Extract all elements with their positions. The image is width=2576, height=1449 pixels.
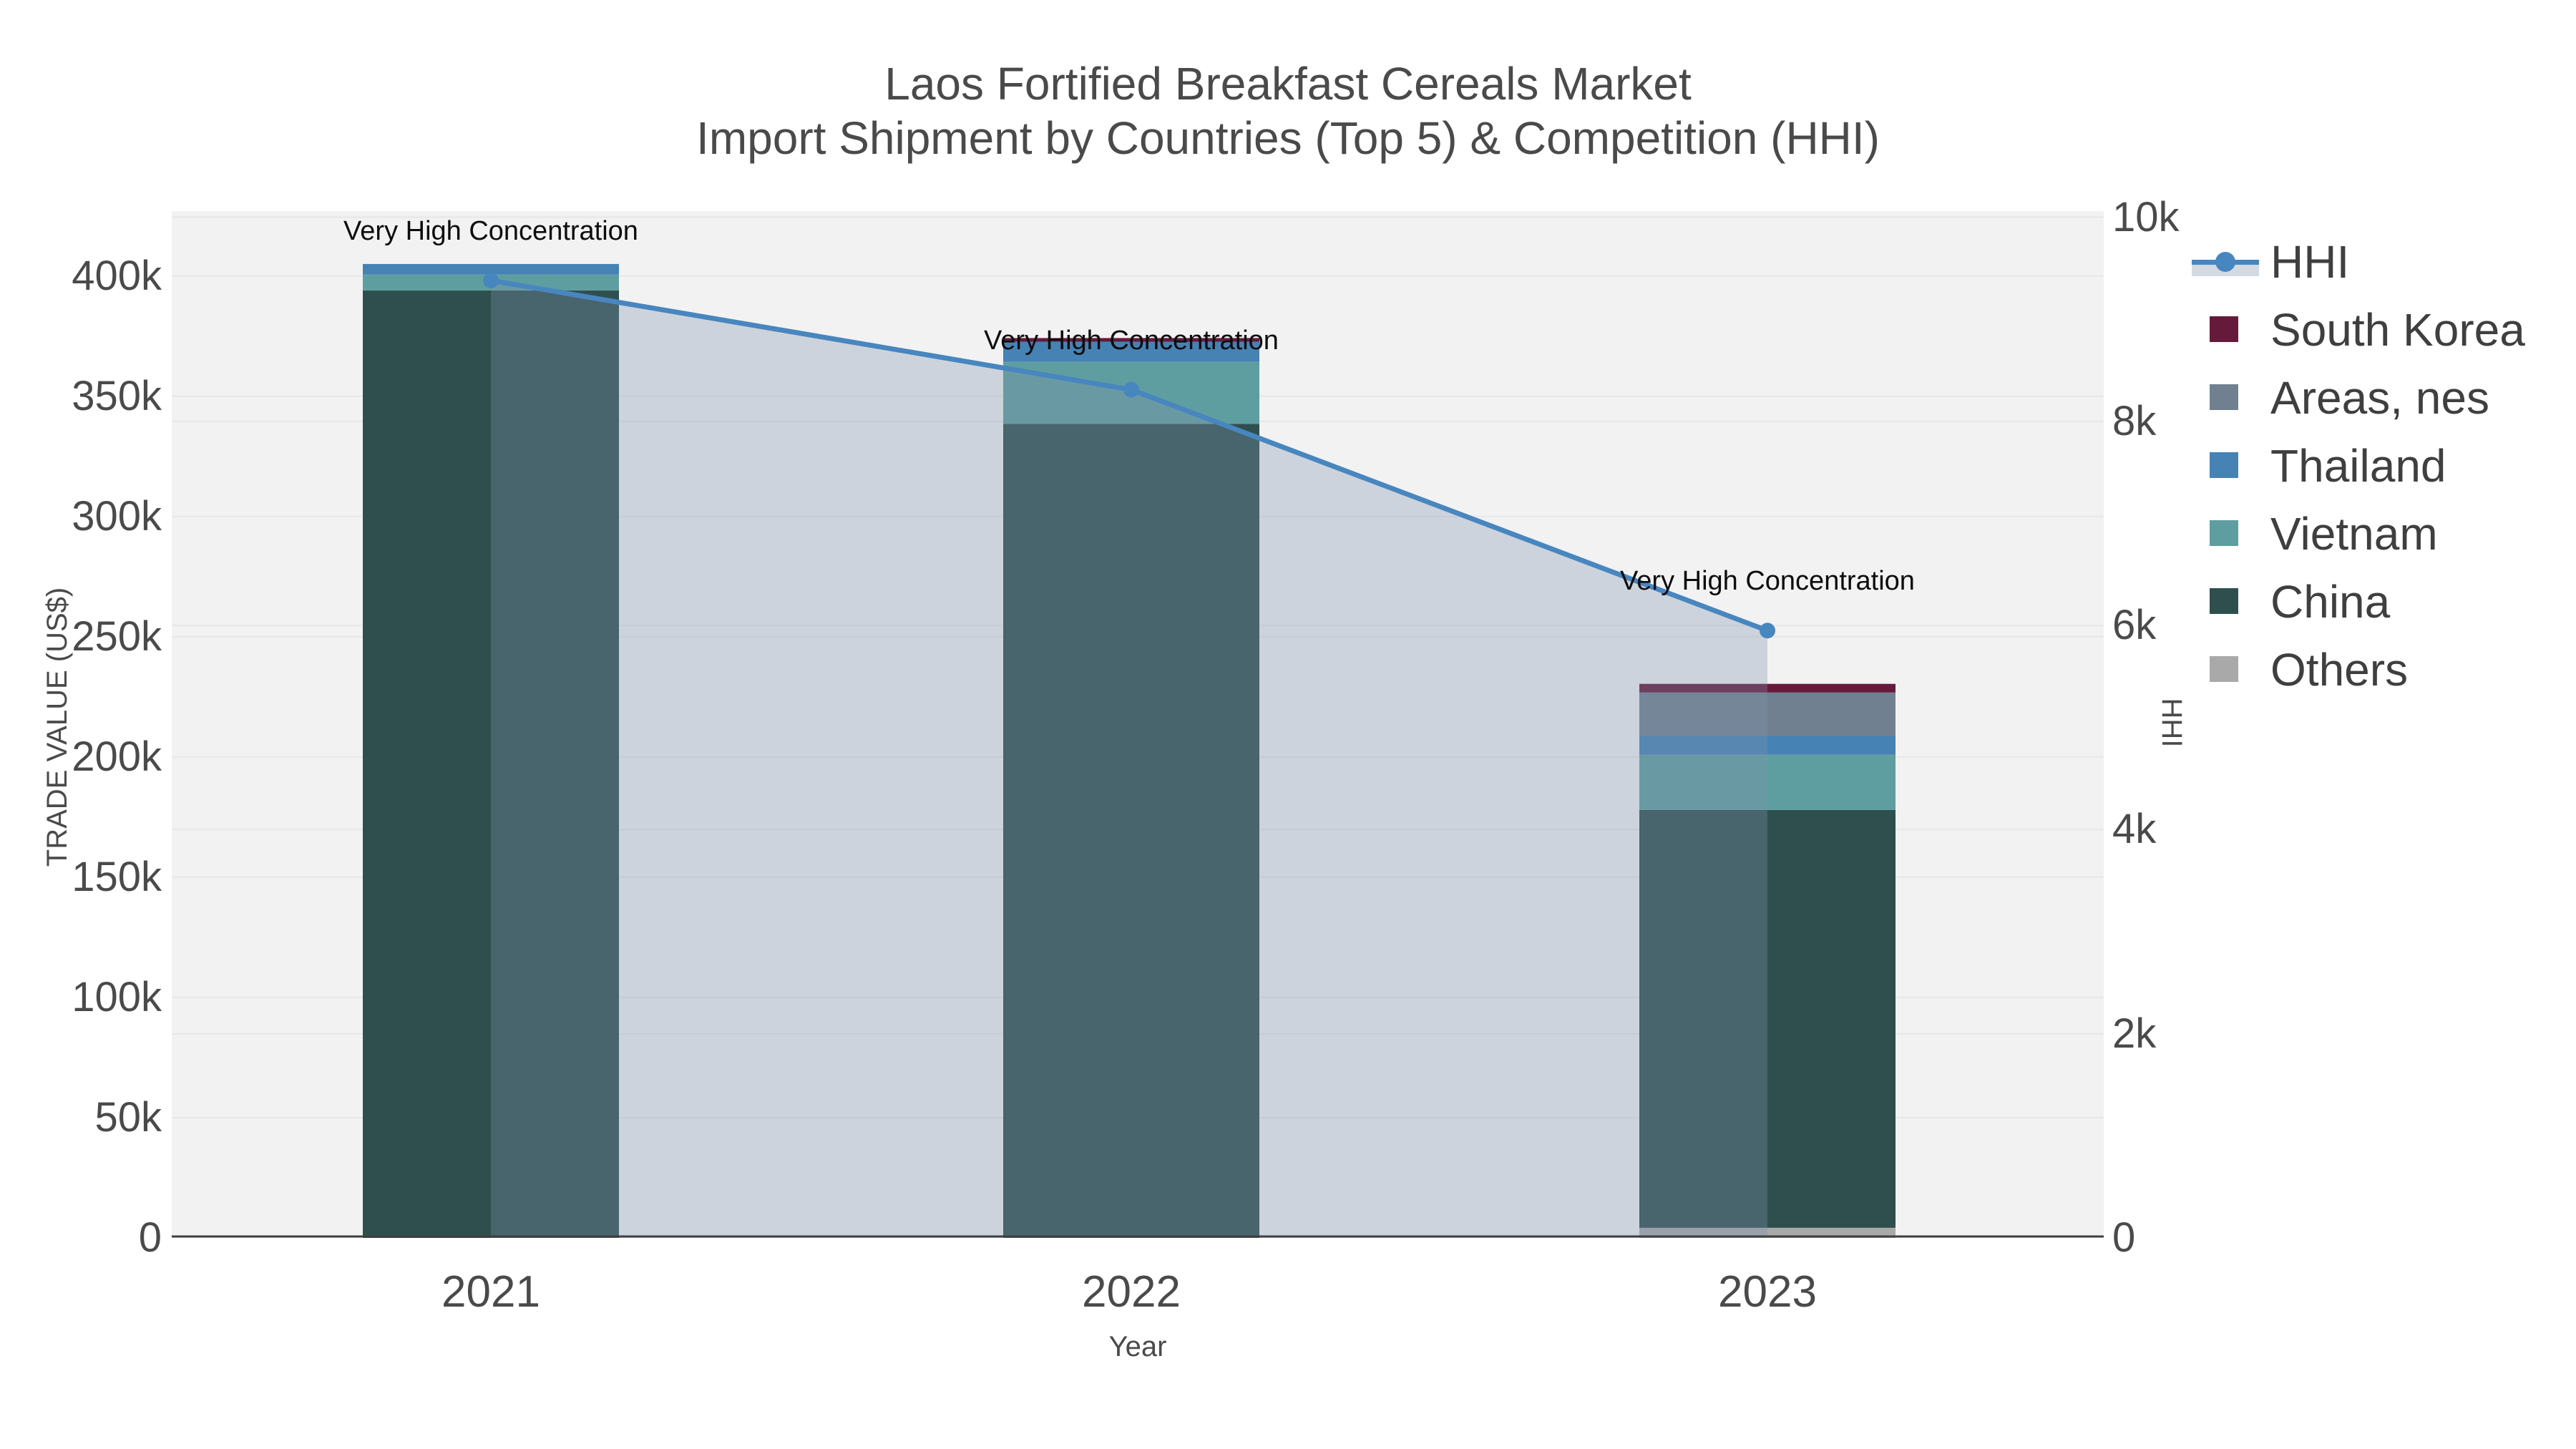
legend-item-hhi[interactable]: HHI	[2192, 228, 2525, 296]
bar-segment-china-2022[interactable]	[1003, 424, 1259, 1239]
bar-segment-china-2021[interactable]	[363, 290, 619, 1239]
legend-swatch-icon	[2192, 431, 2270, 499]
legend: HHI South Korea Areas, nes Thailand Vietnam C…	[2192, 228, 2525, 703]
plot-area[interactable]	[172, 211, 2104, 1239]
y-right-tick-6k: 6k	[2112, 602, 2157, 649]
y-right-tick-8k: 8k	[2112, 397, 2157, 444]
y-right-tick-10k: 10k	[2112, 193, 2180, 240]
legend-label: Others	[2270, 643, 2409, 696]
y-left-tick-350k: 350k	[72, 372, 162, 419]
color-swatch	[2210, 384, 2238, 410]
y-left-tick-300k: 300k	[72, 492, 162, 540]
x-axis-title: Year	[1108, 1331, 1167, 1362]
annotation-2021: Very High Concentration	[343, 215, 638, 246]
chart-title-line2: Import Shipment by Countries (Top 5) & C…	[696, 112, 1880, 164]
bar-segment-areas-nes-2023[interactable]	[1639, 692, 1896, 736]
bar-segment-china-2023[interactable]	[1639, 809, 1896, 1228]
legend-item-china[interactable]: China	[2192, 567, 2525, 635]
bar-segment-thailand-2021[interactable]	[363, 263, 619, 275]
plot-svg[interactable]	[172, 211, 2104, 1239]
x-tick-2022: 2022	[1082, 1267, 1181, 1317]
x-tick-2021: 2021	[441, 1267, 540, 1317]
hhi-marker-2023[interactable]	[1760, 623, 1775, 639]
bar-segment-thailand-2022[interactable]	[1003, 341, 1259, 362]
legend-label: Vietnam	[2270, 507, 2438, 560]
y-left-tick-250k: 250k	[72, 613, 162, 660]
legend-swatch-icon	[2192, 364, 2270, 431]
legend-label: Areas, nes	[2270, 371, 2489, 424]
color-swatch	[2210, 452, 2238, 478]
bar-segment-south-korea-2023[interactable]	[1639, 683, 1896, 693]
legend-item-south-korea[interactable]: South Korea	[2192, 296, 2525, 364]
x-tick-2023: 2023	[1718, 1267, 1817, 1317]
legend-swatch-icon	[2192, 296, 2270, 364]
y-left-tick-400k: 400k	[72, 252, 162, 299]
y-left-tick-100k: 100k	[72, 973, 162, 1020]
annotation-2023: Very High Concentration	[1620, 566, 1915, 597]
legend-label: South Korea	[2270, 303, 2525, 356]
legend-item-vietnam[interactable]: Vietnam	[2192, 499, 2525, 567]
y-left-tick-50k: 50k	[94, 1093, 162, 1141]
color-swatch	[2210, 588, 2238, 614]
bar-segment-vietnam-2023[interactable]	[1639, 754, 1896, 810]
legend-swatch-icon	[2192, 567, 2270, 635]
legend-swatch-icon	[2192, 499, 2270, 567]
y-right-tick-0: 0	[2112, 1214, 2136, 1261]
color-swatch	[2210, 656, 2238, 682]
y-left-tick-200k: 200k	[72, 733, 162, 780]
bar-segment-thailand-2023[interactable]	[1639, 735, 1896, 755]
y-right-tick-4k: 4k	[2112, 806, 2157, 853]
y-left-tick-0: 0	[138, 1214, 162, 1261]
hhi-area-fill	[491, 280, 1767, 1238]
legend-label: Thailand	[2270, 439, 2446, 492]
y-axis-left-title: TRADE VALUE (US$)	[42, 587, 73, 867]
color-swatch	[2210, 316, 2238, 342]
chart-title-line1: Laos Fortified Breakfast Cereals Market	[884, 58, 1692, 109]
legend-label: HHI	[2270, 235, 2350, 288]
hhi-line-swatch-icon	[2192, 228, 2270, 296]
chart-title: Laos Fortified Breakfast Cereals Market …	[429, 57, 2147, 165]
legend-label: China	[2270, 575, 2391, 628]
y-right-tick-2k: 2k	[2112, 1010, 2157, 1057]
bar-segment-south-korea-2022[interactable]	[1003, 338, 1259, 342]
annotation-2022: Very High Concentration	[984, 325, 1279, 356]
hhi-marker-dot	[2215, 252, 2235, 272]
legend-item-thailand[interactable]: Thailand	[2192, 431, 2525, 499]
y-left-tick-150k: 150k	[72, 853, 162, 900]
bar-segment-others-2023[interactable]	[1639, 1227, 1896, 1238]
legend-item-areas-nes[interactable]: Areas, nes	[2192, 364, 2525, 431]
y-axis-right-title: HHI	[2156, 698, 2187, 748]
legend-item-others[interactable]: Others	[2192, 635, 2525, 703]
hhi-marker-2021[interactable]	[483, 272, 499, 288]
legend-swatch-icon	[2192, 635, 2270, 703]
color-swatch	[2210, 520, 2238, 546]
hhi-marker-2022[interactable]	[1123, 381, 1139, 398]
